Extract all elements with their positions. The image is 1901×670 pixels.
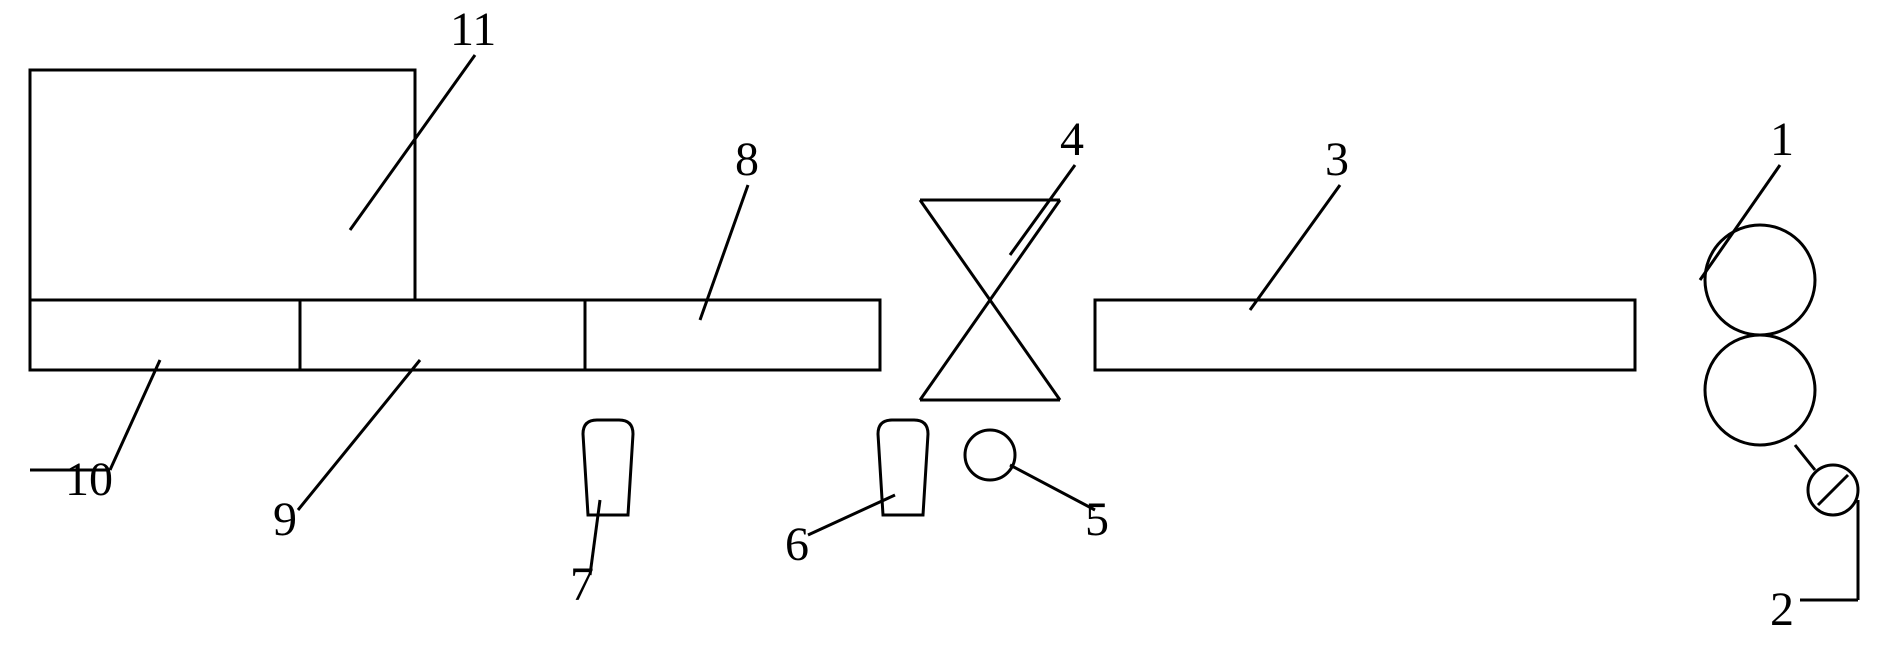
label-7: 7 <box>570 558 594 611</box>
label-1: 1 <box>1770 113 1794 166</box>
label-5: 5 <box>1085 493 1109 546</box>
label-4: 4 <box>1060 113 1084 166</box>
label-2: 2 <box>1770 583 1794 636</box>
diagram-svg: 1 2 3 4 5 6 7 8 9 10 11 <box>0 0 1901 670</box>
label-6: 6 <box>785 518 809 571</box>
label-11: 11 <box>450 3 496 56</box>
label-10: 10 <box>65 453 113 506</box>
label-3: 3 <box>1325 133 1349 186</box>
label-9: 9 <box>273 493 297 546</box>
label-8: 8 <box>735 133 759 186</box>
